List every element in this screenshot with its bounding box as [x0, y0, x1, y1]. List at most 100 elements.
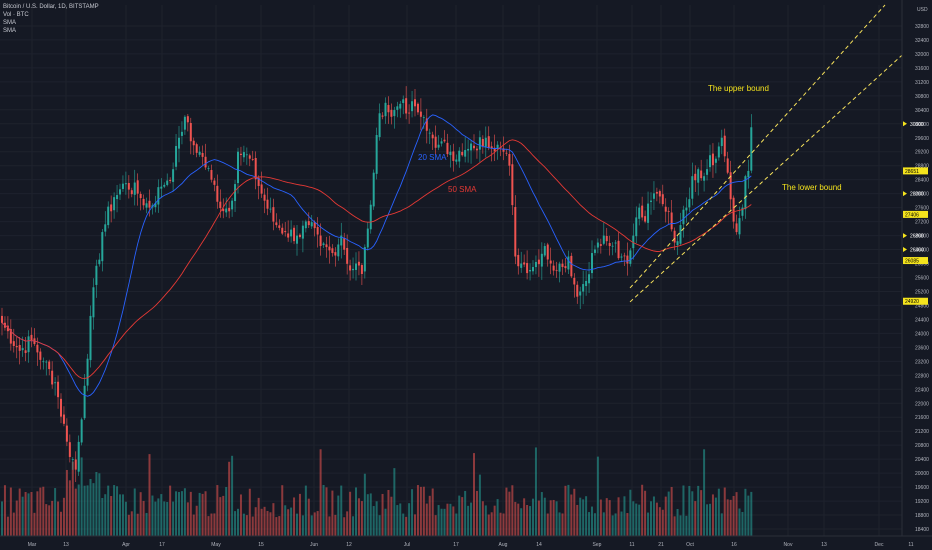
- legend-sma-1[interactable]: SMA: [3, 20, 17, 26]
- volume-bar: [24, 491, 27, 536]
- candle-body: [670, 212, 673, 230]
- volume-bar: [735, 492, 738, 536]
- volume-bar: [145, 512, 148, 536]
- candle-body: [540, 253, 543, 267]
- price-axis-ticks[interactable]: 32800 32400 32000 31600 31200 30800 30400 30000…: [915, 24, 929, 533]
- volume-bar: [617, 497, 620, 536]
- volume-bar: [552, 499, 555, 536]
- time-tick-label: 11: [908, 542, 913, 548]
- candle-body: [124, 183, 127, 185]
- volume-bar: [42, 486, 45, 536]
- legend-volume[interactable]: Vol · BTC: [3, 12, 29, 18]
- sma-50-annotation[interactable]: 50 SMA: [448, 185, 477, 194]
- legend-sma-2[interactable]: SMA: [3, 28, 17, 34]
- candle-body: [408, 112, 411, 114]
- legend-symbol[interactable]: Bitcoin / U.S. Dollar, 1D, BITSTAMP: [3, 4, 99, 10]
- price-tick-label: 19600: [915, 485, 929, 491]
- volume-bar: [77, 484, 80, 536]
- volume-bar: [192, 514, 195, 536]
- candle-body: [644, 216, 647, 222]
- candle-body: [219, 201, 222, 209]
- price-tag-box: [903, 210, 928, 218]
- candle-body: [296, 235, 298, 244]
- candle-body: [355, 263, 357, 270]
- candle-body: [42, 361, 45, 363]
- candle-body: [744, 176, 747, 210]
- candle-body: [337, 244, 340, 257]
- volume-bar: [561, 513, 564, 536]
- volume-bar: [328, 516, 331, 536]
- time-tick-label: May: [211, 542, 221, 548]
- candle-body: [113, 197, 116, 211]
- candle-body: [169, 179, 172, 181]
- candle-body: [422, 117, 425, 119]
- volume-bar: [697, 485, 700, 536]
- volume-bar: [245, 515, 248, 536]
- volume-bar: [629, 489, 632, 536]
- volume-bar: [591, 506, 593, 536]
- candle-body: [21, 348, 24, 351]
- volume-bar: [136, 513, 139, 536]
- volume-bar: [239, 494, 242, 536]
- candle-body: [145, 203, 148, 208]
- candle-body: [328, 246, 331, 251]
- volume-bar: [475, 490, 478, 536]
- candle-body: [216, 185, 219, 202]
- volume-bar: [467, 505, 470, 536]
- upper-bound-annotation[interactable]: The upper bound: [708, 84, 769, 93]
- time-tick-label: 13: [63, 542, 69, 548]
- candle-body: [511, 164, 514, 206]
- volume-bar: [381, 493, 384, 536]
- volume-bar: [703, 449, 706, 536]
- time-tick-label: Jun: [310, 542, 318, 548]
- volume-bar: [86, 485, 89, 536]
- price-tag-arrow: [903, 247, 907, 253]
- candle-body: [136, 180, 139, 194]
- price-tick-label: 31600: [915, 66, 929, 72]
- volume-bar: [3, 485, 6, 536]
- candle-body: [228, 207, 231, 212]
- candle-body: [272, 207, 275, 222]
- volume-bar: [440, 508, 443, 536]
- candle-body: [263, 194, 266, 201]
- time-axis-ticks[interactable]: Mar 13 Apr 17 May 15 Jun 12 Jul 17 Aug 14 Sep 11 21 Oct…: [28, 542, 914, 548]
- candle-body: [617, 240, 620, 259]
- candle-body: [378, 113, 381, 138]
- candle-body: [352, 268, 355, 271]
- candle-body: [508, 153, 511, 166]
- price-tick-label: 27600: [915, 206, 929, 212]
- volume-bar: [325, 487, 328, 536]
- lower-bound-annotation[interactable]: The lower bound: [782, 183, 842, 192]
- candle-body: [650, 200, 652, 202]
- candle-body: [405, 98, 408, 114]
- upper-trend-line[interactable]: [629, 4, 886, 289]
- time-tick-label: Apr: [122, 542, 130, 548]
- candle-body: [278, 225, 281, 228]
- volume-bar: [419, 486, 422, 536]
- candle-body: [281, 227, 284, 234]
- price-tag-label: 26400: [910, 248, 924, 254]
- price-tick-label: 24400: [915, 317, 929, 323]
- candle-body: [372, 172, 375, 207]
- volume-bar: [396, 505, 399, 536]
- candle-body: [747, 170, 750, 178]
- candle-body: [396, 106, 399, 110]
- volume-bar: [248, 488, 251, 536]
- volume-bar: [655, 502, 658, 536]
- volume-bar: [582, 499, 585, 536]
- time-tick-label: Jul: [404, 542, 410, 548]
- volume-bar: [21, 496, 24, 536]
- candle-body: [387, 105, 390, 113]
- candle-body: [160, 186, 163, 189]
- price-tick-label: 32400: [915, 38, 929, 44]
- price-tag-arrow: [903, 191, 907, 197]
- volume-bar: [661, 509, 664, 536]
- sma-20-annotation[interactable]: 20 SMA: [418, 153, 447, 162]
- lower-trend-line[interactable]: [629, 43, 916, 303]
- candle-body: [116, 195, 119, 200]
- volume-bar: [720, 513, 723, 536]
- candle-body: [449, 151, 452, 156]
- volume-bar: [402, 513, 405, 536]
- volume-bar: [614, 513, 617, 536]
